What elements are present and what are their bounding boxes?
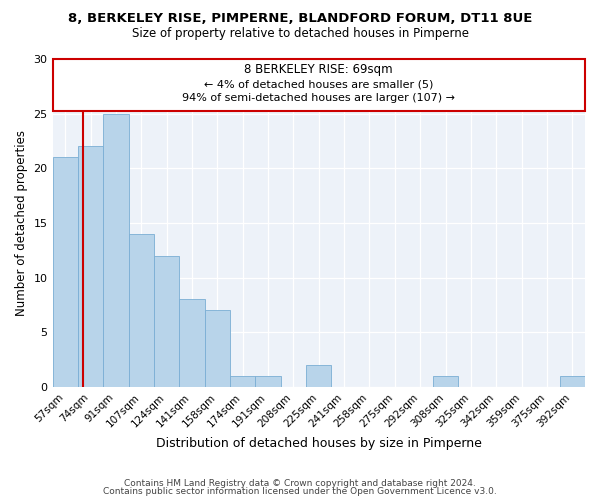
Text: 94% of semi-detached houses are larger (107) →: 94% of semi-detached houses are larger (… [182,94,455,104]
Bar [179,300,205,387]
Bar [433,376,458,387]
Text: ← 4% of detached houses are smaller (5): ← 4% of detached houses are smaller (5) [204,79,433,89]
Text: 8, BERKELEY RISE, PIMPERNE, BLANDFORD FORUM, DT11 8UE: 8, BERKELEY RISE, PIMPERNE, BLANDFORD FO… [68,12,532,26]
Bar [256,376,281,387]
Text: 8 BERKELEY RISE: 69sqm: 8 BERKELEY RISE: 69sqm [244,64,393,76]
Bar [306,365,331,387]
Text: Size of property relative to detached houses in Pimperne: Size of property relative to detached ho… [131,28,469,40]
Bar [128,234,154,387]
Text: Contains public sector information licensed under the Open Government Licence v3: Contains public sector information licen… [103,487,497,496]
Bar [230,376,256,387]
Bar [103,114,128,387]
Y-axis label: Number of detached properties: Number of detached properties [15,130,28,316]
X-axis label: Distribution of detached houses by size in Pimperne: Distribution of detached houses by size … [156,437,482,450]
FancyBboxPatch shape [53,59,585,112]
Bar [53,158,78,387]
Bar [560,376,585,387]
Bar [78,146,103,387]
Bar [205,310,230,387]
Text: Contains HM Land Registry data © Crown copyright and database right 2024.: Contains HM Land Registry data © Crown c… [124,478,476,488]
Bar [154,256,179,387]
